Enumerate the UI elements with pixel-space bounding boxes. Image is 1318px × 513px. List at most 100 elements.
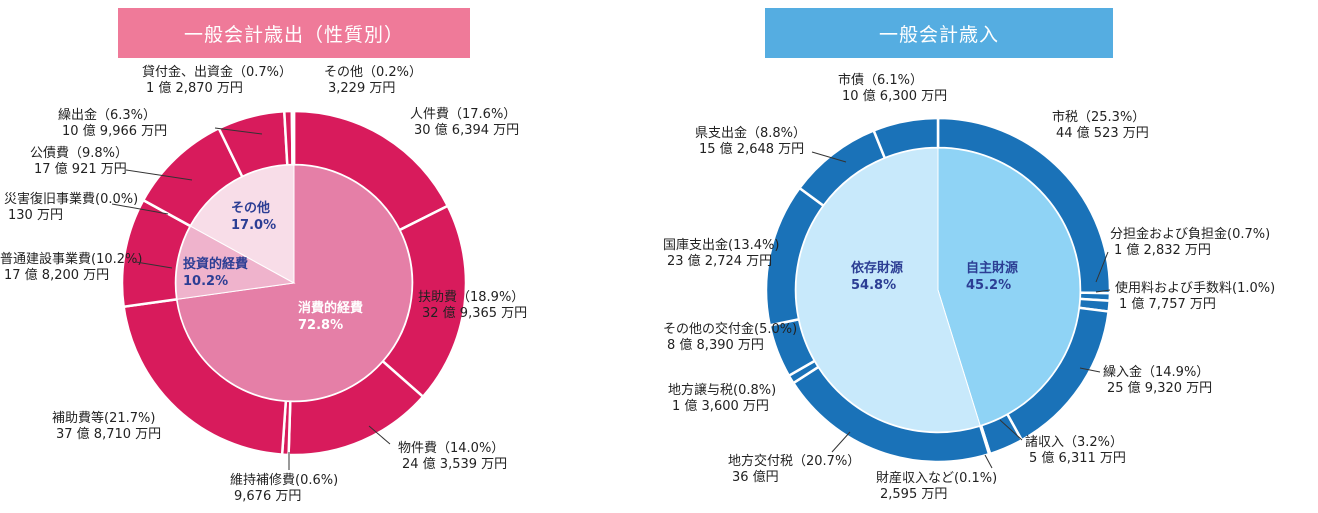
inner-label-name: その他 xyxy=(231,200,270,216)
label-name-pct: 諸収入（3.2%） xyxy=(1025,434,1123,450)
label-amount: 130 万円 xyxy=(8,208,63,223)
revenue-label--: 市債（6.1%） 10 億 6,300 万円 xyxy=(838,72,947,104)
expenditure-chart: 消費的経費 72.8% 投資的経費 10.2% その他 17.0% 人件費（17.6%） 30… xyxy=(0,64,527,504)
label-amount: 1 億 3,600 万円 xyxy=(672,398,769,414)
expenditure-inner-slice-2 xyxy=(175,225,296,300)
label-name-pct: その他の交付金(5.0%) xyxy=(663,321,797,337)
revenue-label--: 地方譲与税(0.8%) 1 億 3,600 万円 xyxy=(668,382,776,414)
revenue-label--: 国庫支出金(13.4%) 23 億 2,724 万円 xyxy=(663,237,779,269)
leader-line-1 xyxy=(214,127,263,135)
revenue-title: 一般会計歳入 xyxy=(878,23,999,46)
expenditure-outer-segment-11 xyxy=(290,109,296,167)
label-name-pct: 地方交付税（20.7%） xyxy=(728,453,860,469)
expenditure-inner-slice-3 xyxy=(189,164,295,284)
expenditure-inner-label-3: その他 17.0% xyxy=(231,200,276,233)
label-amount: 15 億 2,648 万円 xyxy=(699,141,804,157)
leader-line-9 xyxy=(999,419,1023,441)
label-amount: 44 億 523 万円 xyxy=(1056,125,1149,141)
expenditure-label--: 貸付金、出資金（0.7%） 1 億 2,870 万円 xyxy=(142,64,292,96)
revenue-label--: 分担金および負担金(0.7%) 1 億 2,832 万円 xyxy=(1110,226,1270,258)
label-amount: 1 億 7,757 万円 xyxy=(1119,296,1216,312)
inner-label-pct: 45.2% xyxy=(966,278,1011,293)
expenditure-label--: 物件費（14.0%） 24 億 3,539 万円 xyxy=(398,441,507,472)
label-amount: 1 億 2,832 万円 xyxy=(1114,242,1211,258)
label-name-pct: 市税（25.3%） xyxy=(1052,109,1145,125)
leader-line-3 xyxy=(111,203,169,215)
label-amount: 10 億 9,966 万円 xyxy=(62,123,167,139)
expenditure-label--: 普通建設事業費(10.2%) 17 億 8,200 万円 xyxy=(0,251,142,283)
inner-label-pct: 72.8% xyxy=(298,318,343,333)
leader-lines xyxy=(111,127,1111,470)
label-amount: 24 億 3,539 万円 xyxy=(402,456,507,472)
label-name-pct: 県支出金（8.8%） xyxy=(695,125,806,141)
label-name-pct: 補助費等(21.7%) xyxy=(52,410,155,426)
revenue-inner-label-2: 依存財源 54.8% xyxy=(851,260,903,293)
revenue-label--: その他の交付金(5.0%) 8 億 8,390 万円 xyxy=(663,321,797,353)
label-name-pct: 使用料および手数料(1.0%) xyxy=(1115,280,1275,296)
label-amount: 10 億 6,300 万円 xyxy=(842,88,947,104)
revenue-label--: 使用料および手数料(1.0%) 1 億 7,757 万円 xyxy=(1115,280,1275,312)
expenditure-label--: 災害復旧事業費(0.0%) 130 万円 xyxy=(4,191,138,223)
label-name-pct: 扶助費（18.9%） xyxy=(418,290,524,305)
label-name-pct: 分担金および負担金(0.7%) xyxy=(1110,226,1270,242)
leader-line-13 xyxy=(1095,251,1109,283)
label-amount: 9,676 万円 xyxy=(234,489,301,504)
expenditure-label--: 公債費（9.8%） 17 億 921 万円 xyxy=(30,146,128,177)
label-amount: 36 億円 xyxy=(732,469,779,485)
revenue-inner-slice-1 xyxy=(937,147,1081,427)
leader-line-10 xyxy=(984,454,993,469)
inner-label-pct: 54.8% xyxy=(851,278,896,293)
revenue-chart: 自主財源 45.2% 依存財源 54.8% 市税（25.3%） 44 億 523 万円分担… xyxy=(663,72,1275,502)
label-name-pct: 繰入金（14.9%） xyxy=(1103,364,1209,380)
leader-line-7 xyxy=(811,151,847,163)
inner-label-name: 依存財源 xyxy=(851,260,903,276)
label-amount: 8 億 8,390 万円 xyxy=(667,337,764,353)
revenue-label--: 県支出金（8.8%） 15 億 2,648 万円 xyxy=(695,125,806,157)
label-amount: 1 億 2,870 万円 xyxy=(146,80,243,96)
label-name-pct: 普通建設事業費(10.2%) xyxy=(0,251,142,267)
label-amount: 32 億 9,365 万円 xyxy=(422,305,527,321)
label-name-pct: 地方譲与税(0.8%) xyxy=(668,382,776,398)
expenditure-label--: 補助費等(21.7%) 37 億 8,710 万円 xyxy=(52,410,161,442)
leader-line-12 xyxy=(1095,289,1111,293)
revenue-label--: 財産収入など(0.1%) 2,595 万円 xyxy=(876,470,997,502)
leader-line-8 xyxy=(1079,367,1101,373)
revenue-label--: 諸収入（3.2%） 5 億 6,311 万円 xyxy=(1025,434,1126,466)
leader-line-5 xyxy=(368,425,391,445)
label-name-pct: 国庫支出金(13.4%) xyxy=(663,237,779,253)
leader-line-11 xyxy=(831,431,851,453)
label-amount: 17 億 8,200 万円 xyxy=(4,267,109,283)
revenue-label--: 繰入金（14.9%） 25 億 9,320 万円 xyxy=(1103,364,1212,396)
label-name-pct: 維持補修費(0.6%) xyxy=(230,473,338,488)
expenditure-label--: 繰出金（6.3%） 10 億 9,966 万円 xyxy=(58,107,167,139)
inner-label-name: 消費的経費 xyxy=(298,300,363,316)
label-name-pct: 繰出金（6.3%） xyxy=(58,107,156,123)
label-name-pct: 財産収入など(0.1%) xyxy=(876,470,997,486)
label-name-pct: 人件費（17.6%） xyxy=(410,107,516,122)
inner-label-name: 投資的経費 xyxy=(183,256,248,272)
expenditure-title-banner: 一般会計歳出（性質別） xyxy=(118,8,470,58)
label-name-pct: 市債（6.1%） xyxy=(838,72,923,88)
inner-label-name: 自主財源 xyxy=(966,260,1018,276)
expenditure-label--: 維持補修費(0.6%) 9,676 万円 xyxy=(230,473,338,504)
inner-label-pct: 10.2% xyxy=(183,274,228,289)
label-name-pct: 災害復旧事業費(0.0%) xyxy=(4,191,138,207)
label-name-pct: その他（0.2%） xyxy=(324,65,422,80)
label-amount: 25 億 9,320 万円 xyxy=(1107,380,1212,396)
label-amount: 17 億 921 万円 xyxy=(34,161,127,177)
expenditure-label--: その他（0.2%） 3,229 万円 xyxy=(324,65,422,96)
revenue-label--: 市税（25.3%） 44 億 523 万円 xyxy=(1052,109,1149,141)
revenue-inner-slice-2 xyxy=(795,147,981,433)
label-name-pct: 貸付金、出資金（0.7%） xyxy=(142,64,292,80)
inner-label-pct: 17.0% xyxy=(231,218,276,233)
label-amount: 3,229 万円 xyxy=(328,81,395,96)
leader-line-2 xyxy=(125,169,193,181)
label-amount: 37 億 8,710 万円 xyxy=(56,426,161,442)
expenditure-inner-label-1: 消費的経費 72.8% xyxy=(298,300,363,333)
label-amount: 23 億 2,724 万円 xyxy=(667,253,772,269)
expenditure-label--: 人件費（17.6%） 30 億 6,394 万円 xyxy=(410,107,519,138)
revenue-inner-label-1: 自主財源 45.2% xyxy=(966,260,1018,293)
label-amount: 30 億 6,394 万円 xyxy=(414,122,519,138)
leader-line-4 xyxy=(135,261,173,269)
